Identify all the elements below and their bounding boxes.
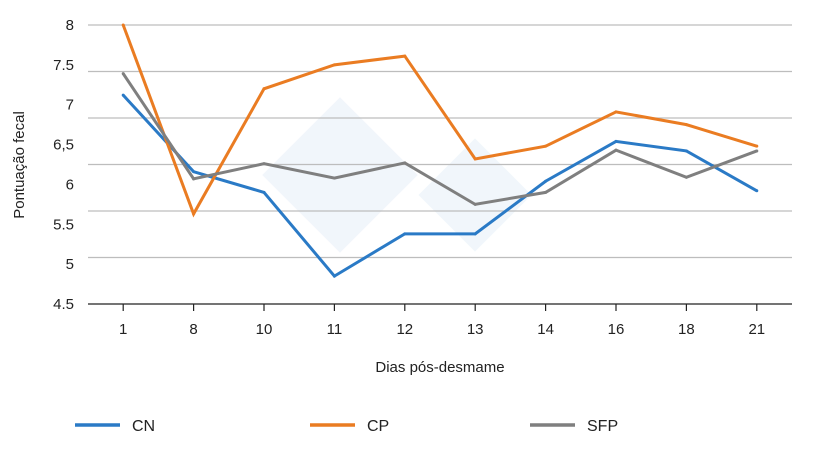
legend-label-cn: CN xyxy=(132,418,155,435)
data-point-sfp xyxy=(192,177,196,181)
data-point-cn xyxy=(473,232,477,236)
legend-label-cp: CP xyxy=(367,418,389,435)
data-point-cp xyxy=(544,144,548,148)
data-point-sfp xyxy=(614,148,618,152)
data-point-sfp xyxy=(121,72,125,76)
data-point-cp xyxy=(403,54,407,58)
y-tick-label: 7.5 xyxy=(53,57,74,74)
x-tick-label: 21 xyxy=(748,321,765,338)
x-tick-label: 16 xyxy=(608,321,625,338)
y-tick-label: 6 xyxy=(66,176,74,193)
data-point-cn xyxy=(403,232,407,236)
x-axis-label: Dias pós-desmame xyxy=(375,359,504,376)
data-point-sfp xyxy=(684,175,688,179)
data-point-cp xyxy=(755,144,759,148)
y-tick-label: 5.5 xyxy=(53,216,74,233)
data-point-sfp xyxy=(403,161,407,165)
data-point-sfp xyxy=(755,149,759,153)
axes xyxy=(88,303,792,311)
x-tick-label: 11 xyxy=(327,321,343,338)
data-point-cp xyxy=(684,123,688,127)
x-tick-label: 14 xyxy=(537,321,554,338)
legend: CN CP SFP xyxy=(75,418,618,435)
data-point-cn xyxy=(684,149,688,153)
data-point-sfp xyxy=(473,202,477,206)
y-tick-label: 8 xyxy=(66,17,74,34)
y-tick-label: 5 xyxy=(66,256,74,273)
series-line-cn xyxy=(122,94,758,279)
x-tick-label: 13 xyxy=(467,321,484,338)
x-tick-label: 10 xyxy=(256,321,273,338)
data-point-cn xyxy=(192,170,196,174)
x-tick-label: 1 xyxy=(119,321,127,338)
data-point-cn xyxy=(262,190,266,194)
x-tick-label: 8 xyxy=(189,321,197,338)
data-point-cp xyxy=(332,63,336,67)
data-point-cn xyxy=(614,139,618,143)
series-lines xyxy=(121,23,759,279)
data-point-cn xyxy=(755,189,759,193)
data-point-cn xyxy=(121,93,125,97)
series-line-cp xyxy=(121,24,758,218)
x-tick-labels: 1 8 10 11 12 13 14 16 18 21 xyxy=(119,321,765,338)
legend-label-sfp: SFP xyxy=(587,418,618,435)
y-tick-label: 7 xyxy=(66,97,74,114)
data-point-sfp xyxy=(544,190,548,194)
data-point-cp xyxy=(614,110,618,114)
y-axis-label: Pontuação fecal xyxy=(11,111,28,219)
grid-lines xyxy=(88,24,792,259)
data-point-cp xyxy=(121,23,125,27)
series-line-sfp xyxy=(121,72,758,206)
y-tick-label: 6,5 xyxy=(53,137,74,154)
data-point-cn xyxy=(544,179,548,183)
watermark-logo xyxy=(262,97,532,253)
x-tick-label: 18 xyxy=(678,321,695,338)
data-point-cp xyxy=(262,87,266,91)
data-point-sfp xyxy=(262,162,266,166)
data-point-cp xyxy=(473,157,477,161)
x-tick-label: 12 xyxy=(396,321,413,338)
y-tick-label: 4.5 xyxy=(53,296,74,313)
y-tick-labels: 4.5 5 5.5 6 6,5 7 7.5 8 xyxy=(53,17,74,313)
data-point-sfp xyxy=(332,176,336,180)
data-point-cn xyxy=(332,274,336,278)
data-point-cp xyxy=(192,212,196,216)
